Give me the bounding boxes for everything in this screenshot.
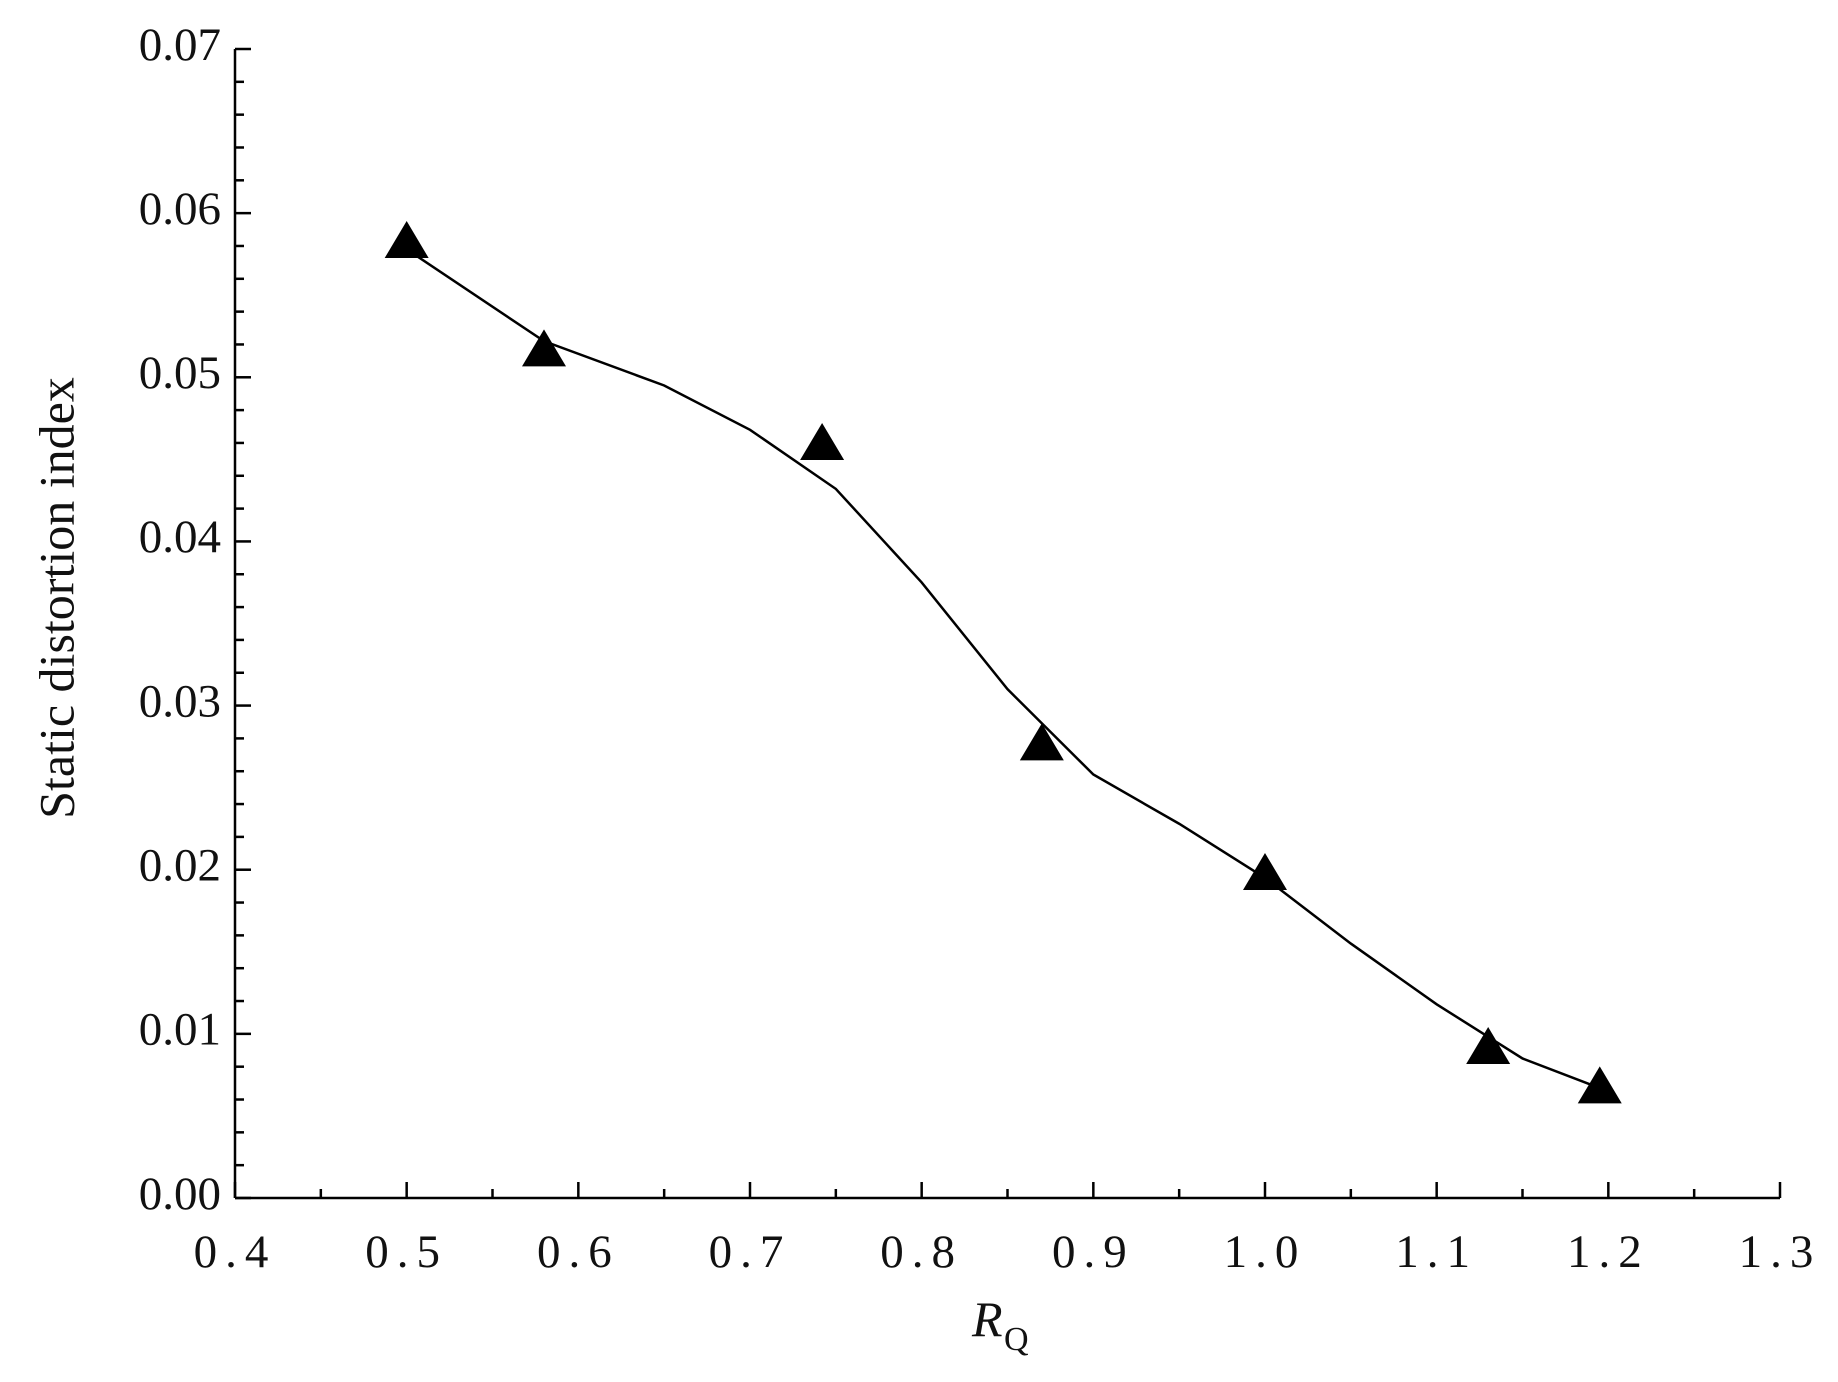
triangle-marker bbox=[1019, 723, 1064, 761]
x-tick-label: 0.7 bbox=[709, 1226, 792, 1278]
y-tick-label: 0.00 bbox=[139, 1168, 221, 1220]
triangle-marker bbox=[522, 329, 566, 367]
x-axis-label: R bbox=[971, 1291, 1003, 1347]
triangle-marker bbox=[800, 422, 845, 460]
triangle-marker bbox=[1243, 852, 1287, 890]
y-tick-label: 0.07 bbox=[139, 19, 221, 71]
x-tick-label: 0.8 bbox=[880, 1226, 963, 1278]
y-tick-label: 0.03 bbox=[139, 675, 221, 727]
y-tick-label: 0.02 bbox=[139, 839, 221, 891]
x-tick-label: 0.6 bbox=[537, 1226, 620, 1278]
x-tick-label: 0.4 bbox=[194, 1226, 277, 1278]
triangle-marker bbox=[384, 221, 429, 259]
y-axis-label: Static distortion index bbox=[28, 377, 84, 819]
x-tick-label: 0.5 bbox=[365, 1226, 448, 1278]
x-tick-label: 1.0 bbox=[1224, 1226, 1307, 1278]
y-tick-label: 0.06 bbox=[139, 183, 221, 235]
triangle-marker bbox=[1466, 1026, 1511, 1064]
x-tick-label: 1.2 bbox=[1567, 1226, 1650, 1278]
x-axis-label-subscript: Q bbox=[1004, 1321, 1029, 1358]
y-tick-label: 0.04 bbox=[139, 511, 221, 563]
y-tick-label: 0.05 bbox=[139, 347, 221, 399]
x-tick-label: 1.1 bbox=[1395, 1226, 1478, 1278]
x-tick-label: 0.9 bbox=[1052, 1226, 1135, 1278]
fit-line bbox=[405, 248, 1601, 1090]
triangle-marker bbox=[1577, 1066, 1622, 1104]
y-tick-label: 0.01 bbox=[139, 1004, 221, 1056]
x-tick-label: 1.3 bbox=[1739, 1226, 1822, 1278]
